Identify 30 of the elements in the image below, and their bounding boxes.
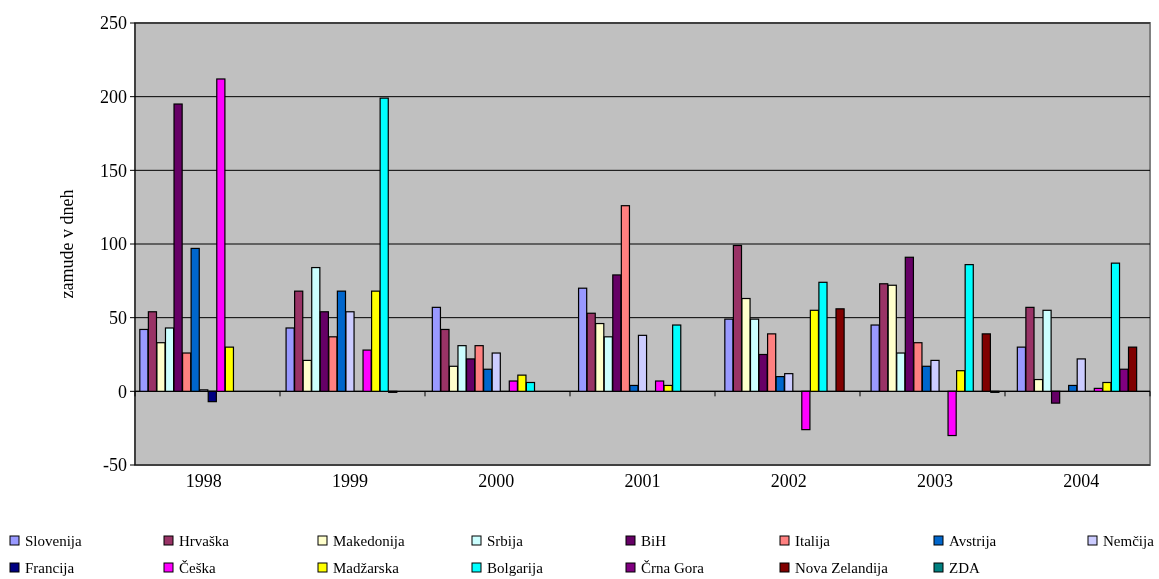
legend-label: Nemčija xyxy=(1103,533,1155,549)
legend-label: Francija xyxy=(25,560,75,576)
legend-label: Bolgarija xyxy=(487,560,544,576)
legend-label: ZDA xyxy=(949,560,980,576)
x-tick-label: 1998 xyxy=(185,471,222,491)
y-tick-label: -50 xyxy=(103,455,127,476)
y-axis-title: zamude v dneh xyxy=(57,189,77,299)
legend-label: Slovenija xyxy=(25,533,82,549)
legend-label: Italija xyxy=(795,533,831,549)
x-tick-label: 2002 xyxy=(770,471,807,491)
legend-label: BiH xyxy=(641,533,667,549)
x-tick-label: 2001 xyxy=(624,471,661,491)
y-tick-label: 200 xyxy=(100,86,127,107)
y-tick-label: 150 xyxy=(100,160,127,181)
y-tick-label: 250 xyxy=(100,13,127,34)
x-tick-label: 2004 xyxy=(1063,471,1100,491)
legend-label: Črna Gora xyxy=(641,560,705,576)
legend-label: Nova Zelandija xyxy=(795,560,889,576)
y-tick-label: 0 xyxy=(118,381,127,402)
x-tick-label: 2003 xyxy=(917,471,954,491)
legend-label: Hrvaška xyxy=(179,533,230,549)
y-tick-label: 50 xyxy=(109,307,127,328)
legend-label: Češka xyxy=(179,560,216,576)
legend-label: Avstrija xyxy=(949,533,997,549)
y-tick-label: 100 xyxy=(100,234,127,255)
x-tick-label: 1999 xyxy=(331,471,368,491)
x-tick-label: 2000 xyxy=(478,471,515,491)
legend-label: Srbija xyxy=(487,533,524,549)
legend-label: Madžarska xyxy=(333,560,400,576)
legend-label: Makedonija xyxy=(333,533,405,549)
